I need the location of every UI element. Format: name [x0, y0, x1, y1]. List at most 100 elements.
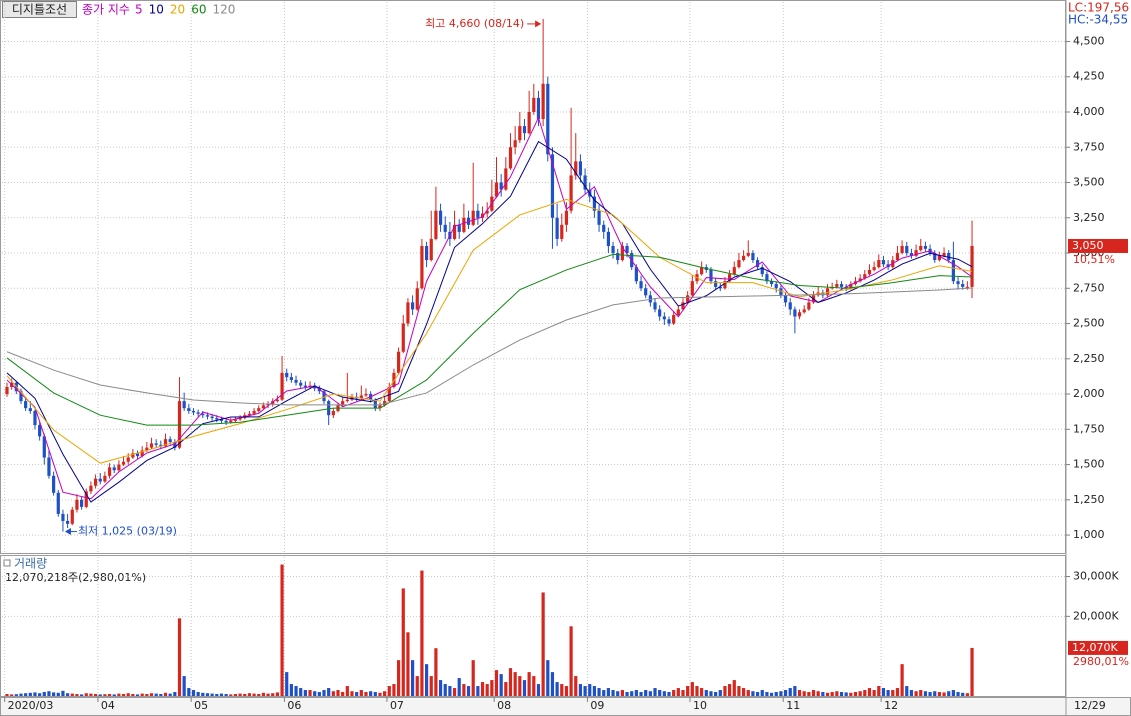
candle-body: [149, 443, 154, 448]
volume-bar: [191, 690, 196, 696]
candle-body: [75, 499, 79, 510]
candle-body: [410, 302, 415, 310]
candle-body: [471, 210, 475, 225]
volume-bar: [700, 688, 704, 696]
candle-body: [919, 245, 923, 251]
volume-bar: [275, 692, 279, 696]
candle-body: [103, 475, 107, 482]
stock-name[interactable]: 디지틀조선: [12, 3, 67, 17]
candle-body: [644, 288, 648, 296]
volume-bar: [233, 694, 238, 696]
candle-body: [550, 154, 555, 218]
candle-body: [690, 281, 694, 296]
candle-body: [327, 401, 331, 416]
volume-bar: [546, 660, 550, 696]
volume-bar: [909, 690, 914, 696]
volume-bar: [839, 692, 844, 696]
volume-icon: [3, 559, 11, 567]
volume-bar: [774, 692, 778, 696]
y-tick-label: 2,250: [1073, 352, 1105, 365]
y-tick-label: 1,500: [1073, 458, 1105, 471]
candle-body: [247, 413, 252, 416]
volume-bar: [369, 691, 373, 696]
candle-body: [755, 260, 760, 268]
volume-bar: [121, 694, 126, 696]
volume-bar: [33, 692, 37, 696]
y-tick-label: 4,250: [1073, 70, 1105, 83]
candle-body: [420, 245, 424, 289]
volume-bar: [79, 694, 84, 696]
x-tick-label: 05: [194, 699, 208, 712]
candle-body: [238, 418, 242, 420]
volume-bar: [942, 692, 946, 696]
volume-bar: [19, 693, 23, 696]
volume-bar: [410, 660, 415, 696]
legend-entry: 60: [191, 3, 206, 17]
volume-bar: [616, 691, 620, 696]
hc-label: HC:-34,55: [1068, 13, 1128, 27]
candle-body: [858, 278, 862, 282]
volume-bar: [723, 686, 727, 696]
candle-body: [522, 126, 527, 134]
volume-bar: [569, 626, 573, 696]
volume-bar: [751, 691, 755, 696]
x-tick-label: 04: [101, 699, 115, 712]
volume-title: 거래량: [14, 557, 47, 571]
candle-body: [79, 499, 84, 507]
volume-bar: [853, 692, 858, 696]
volume-bar: [107, 694, 112, 696]
volume-bar: [210, 693, 214, 696]
volume-bar: [541, 592, 545, 696]
x-tick-label: 2020/03: [8, 699, 54, 712]
candle-body: [434, 210, 438, 239]
volume-bar: [620, 690, 624, 696]
candle-body: [280, 372, 284, 400]
volume-bar: [359, 690, 363, 696]
candle-body: [839, 284, 844, 287]
y-tick-label: 1,250: [1073, 493, 1105, 506]
candle-body: [299, 382, 303, 386]
candle-body: [937, 255, 941, 261]
candle-body: [513, 140, 517, 148]
x-axis-strip: [0, 697, 1131, 716]
volume-bar: [695, 686, 699, 696]
y-tick-label: 1,750: [1073, 422, 1105, 435]
candle-body: [606, 231, 610, 246]
volume-bar: [555, 682, 559, 696]
volume-bar: [168, 693, 172, 696]
candle-body: [895, 253, 900, 261]
volume-bar: [886, 690, 890, 696]
volume-bar: [811, 690, 816, 696]
candle-body: [546, 83, 550, 155]
candle-body: [480, 213, 485, 218]
volume-bar: [177, 618, 182, 696]
y-tick-label: 3,500: [1073, 176, 1105, 189]
candle-body: [89, 485, 93, 492]
stock-button[interactable]: [2, 1, 77, 18]
volume-bar: [825, 692, 830, 696]
volume-bar: [644, 690, 648, 696]
candle-body: [802, 309, 806, 313]
last-value-label: 3,050: [1072, 239, 1104, 252]
candle-body: [443, 224, 447, 232]
volume-bar: [625, 692, 629, 696]
candle-body: [140, 450, 144, 457]
volume-bar: [313, 691, 317, 696]
candle-body: [849, 284, 853, 289]
volume-bar: [676, 688, 680, 696]
volume-bar: [746, 690, 750, 696]
candle-body: [569, 175, 573, 211]
volume-bar: [126, 693, 130, 696]
volume-bar: [867, 688, 872, 696]
volume-bar: [947, 691, 951, 696]
volume-bar: [215, 694, 219, 696]
candle-body: [173, 442, 177, 448]
volume-bar: [434, 648, 438, 696]
candle-body: [947, 253, 951, 261]
candle-body: [527, 112, 531, 134]
candle-body: [793, 309, 797, 317]
candle-body: [844, 286, 848, 289]
candle-body: [686, 295, 690, 303]
volume-bar: [224, 694, 228, 696]
